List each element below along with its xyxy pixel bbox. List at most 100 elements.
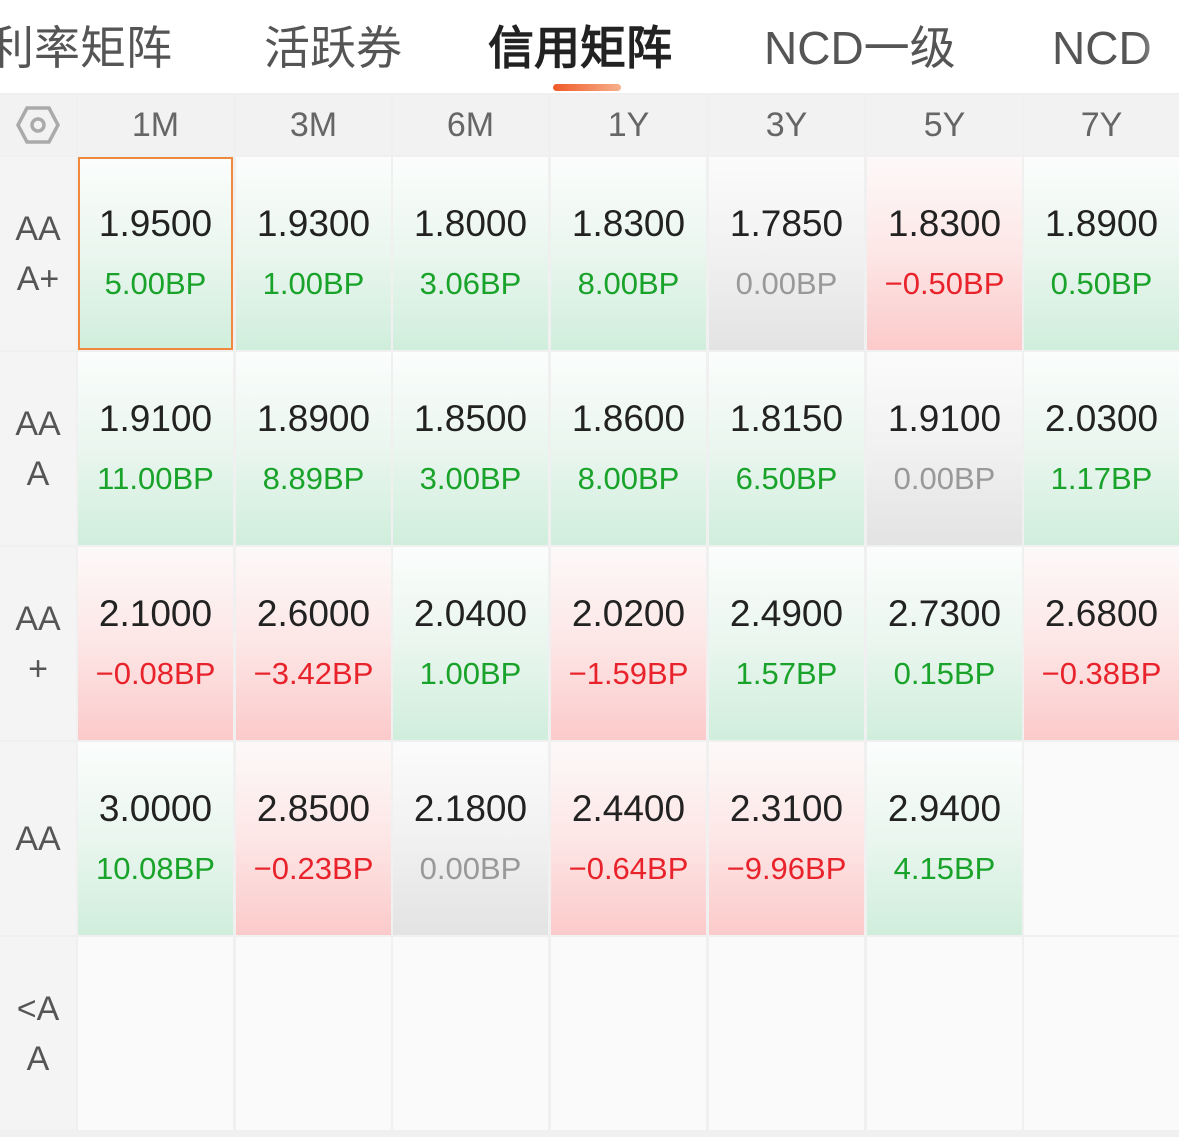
column-header-3y[interactable]: 3Y — [709, 95, 864, 155]
matrix-cell[interactable]: 3.0000 10.08BP — [78, 742, 233, 935]
cell-change: 1.57BP — [735, 655, 838, 691]
cell-change: 6.50BP — [735, 460, 838, 496]
cell-change: −9.96BP — [726, 850, 847, 886]
matrix-cell[interactable]: 2.3100 −9.96BP — [709, 742, 864, 935]
cell-change: 8.89BP — [262, 460, 365, 496]
cell-change: 0.00BP — [735, 265, 838, 301]
tab-ncd[interactable]: NCD — [1052, 22, 1152, 74]
row-label: AA A+ — [0, 157, 76, 350]
matrix-cell[interactable]: 1.8900 0.50BP — [1024, 157, 1179, 350]
matrix-cell[interactable]: 2.4900 1.57BP — [709, 547, 864, 740]
cell-change: 4.15BP — [893, 850, 996, 886]
matrix-cell[interactable]: 2.1800 0.00BP — [393, 742, 548, 935]
matrix-cell[interactable]: 2.6000 −3.42BP — [236, 547, 391, 740]
cell-rate: 2.4900 — [729, 592, 844, 634]
matrix-cell[interactable]: 1.8500 3.00BP — [393, 352, 548, 545]
matrix-cell[interactable]: 1.8900 8.89BP — [236, 352, 391, 545]
cell-rate: 2.0200 — [571, 592, 686, 634]
matrix-cell[interactable]: 1.9300 1.00BP — [236, 157, 391, 350]
cell-change: 10.08BP — [96, 850, 215, 886]
cell-rate: 2.9400 — [887, 787, 1002, 829]
cell-rate: 1.7850 — [729, 202, 844, 244]
hexagon-settings-icon — [16, 106, 60, 144]
cell-rate: 1.9300 — [256, 202, 371, 244]
tab-credit-matrix[interactable]: 信用矩阵 — [488, 22, 672, 74]
tab-ncd-primary[interactable]: NCD一级 — [764, 22, 956, 74]
column-header-3m[interactable]: 3M — [236, 95, 391, 155]
credit-matrix-grid: 1M 3M 6M 1Y 3Y 5Y 7Y AA A+ 1.9500 5.00BP 1.9300 1.0… — [0, 93, 1179, 1137]
cell-rate: 1.8600 — [571, 397, 686, 439]
cell-change: 1.17BP — [1050, 460, 1153, 496]
column-header-6m[interactable]: 6M — [393, 95, 548, 155]
cell-rate: 2.6800 — [1044, 592, 1159, 634]
matrix-cell[interactable]: 2.4400 −0.64BP — [551, 742, 706, 935]
cell-change: −0.38BP — [1041, 655, 1162, 691]
active-tab-indicator — [553, 84, 621, 91]
cell-change: −0.50BP — [884, 265, 1005, 301]
matrix-cell[interactable] — [709, 937, 864, 1130]
matrix-cell[interactable]: 2.0400 1.00BP — [393, 547, 548, 740]
cell-rate: 2.4400 — [571, 787, 686, 829]
row-label: AA + — [0, 547, 76, 740]
cell-rate: 1.9100 — [887, 397, 1002, 439]
matrix-cell[interactable] — [393, 937, 548, 1130]
matrix-cell[interactable] — [551, 937, 706, 1130]
settings-button[interactable] — [0, 95, 76, 155]
matrix-cell[interactable]: 1.9500 5.00BP — [78, 157, 233, 350]
cell-change: 11.00BP — [97, 460, 214, 496]
matrix-cell[interactable]: 2.1000 −0.08BP — [78, 547, 233, 740]
tab-rate-matrix[interactable]: 利率矩阵 — [0, 22, 172, 74]
cell-change: 1.00BP — [419, 655, 522, 691]
matrix-cell[interactable]: 2.6800 −0.38BP — [1024, 547, 1179, 740]
cell-rate: 1.8500 — [413, 397, 528, 439]
matrix-cell[interactable]: 2.7300 0.15BP — [867, 547, 1022, 740]
matrix-cell[interactable]: 1.8300 8.00BP — [551, 157, 706, 350]
matrix-cell[interactable] — [236, 937, 391, 1130]
cell-change: 8.00BP — [577, 460, 680, 496]
tab-bar: 利率矩阵 活跃券 信用矩阵 NCD一级 NCD — [0, 0, 1179, 93]
matrix-cell[interactable]: 1.8600 8.00BP — [551, 352, 706, 545]
cell-rate: 2.7300 — [887, 592, 1002, 634]
row-label: <A A — [0, 937, 76, 1130]
cell-change: 0.00BP — [893, 460, 996, 496]
matrix-cell[interactable]: 2.0200 −1.59BP — [551, 547, 706, 740]
matrix-cell[interactable]: 1.7850 0.00BP — [709, 157, 864, 350]
matrix-cell[interactable]: 1.9100 0.00BP — [867, 352, 1022, 545]
matrix-cell[interactable]: 1.8150 6.50BP — [709, 352, 864, 545]
cell-rate: 2.8500 — [256, 787, 371, 829]
cell-change: −0.08BP — [95, 655, 216, 691]
column-header-1m[interactable]: 1M — [78, 95, 233, 155]
matrix-cell[interactable]: 1.8300 −0.50BP — [867, 157, 1022, 350]
row-label: AA — [0, 742, 76, 935]
cell-change: 1.00BP — [262, 265, 365, 301]
matrix-cell[interactable]: 1.9100 11.00BP — [78, 352, 233, 545]
cell-rate: 1.8300 — [571, 202, 686, 244]
cell-rate: 1.9500 — [98, 202, 213, 244]
matrix-cell[interactable]: 1.8000 3.06BP — [393, 157, 548, 350]
column-header-1y[interactable]: 1Y — [551, 95, 706, 155]
cell-change: 3.00BP — [419, 460, 522, 496]
matrix-cell[interactable] — [867, 937, 1022, 1130]
cell-rate: 1.8300 — [887, 202, 1002, 244]
cell-rate: 1.8000 — [413, 202, 528, 244]
matrix-cell[interactable] — [1024, 742, 1179, 935]
cell-rate: 1.8900 — [1044, 202, 1159, 244]
matrix-cell[interactable]: 2.0300 1.17BP — [1024, 352, 1179, 545]
column-header-5y[interactable]: 5Y — [867, 95, 1022, 155]
tab-active-bonds[interactable]: 活跃券 — [264, 22, 402, 74]
matrix-cell[interactable]: 2.9400 4.15BP — [867, 742, 1022, 935]
cell-change: 0.15BP — [893, 655, 996, 691]
cell-rate: 2.1000 — [98, 592, 213, 634]
cell-rate: 2.1800 — [413, 787, 528, 829]
cell-change: 8.00BP — [577, 265, 680, 301]
matrix-cell[interactable] — [78, 937, 233, 1130]
cell-change: 3.06BP — [419, 265, 522, 301]
matrix-cell[interactable] — [1024, 937, 1179, 1130]
matrix-cell[interactable]: 2.8500 −0.23BP — [236, 742, 391, 935]
column-header-7y[interactable]: 7Y — [1024, 95, 1179, 155]
cell-change: −1.59BP — [568, 655, 689, 691]
cell-rate: 2.0300 — [1044, 397, 1159, 439]
row-label: AA A — [0, 352, 76, 545]
tab-fade — [1139, 0, 1179, 93]
cell-change: 0.00BP — [419, 850, 522, 886]
